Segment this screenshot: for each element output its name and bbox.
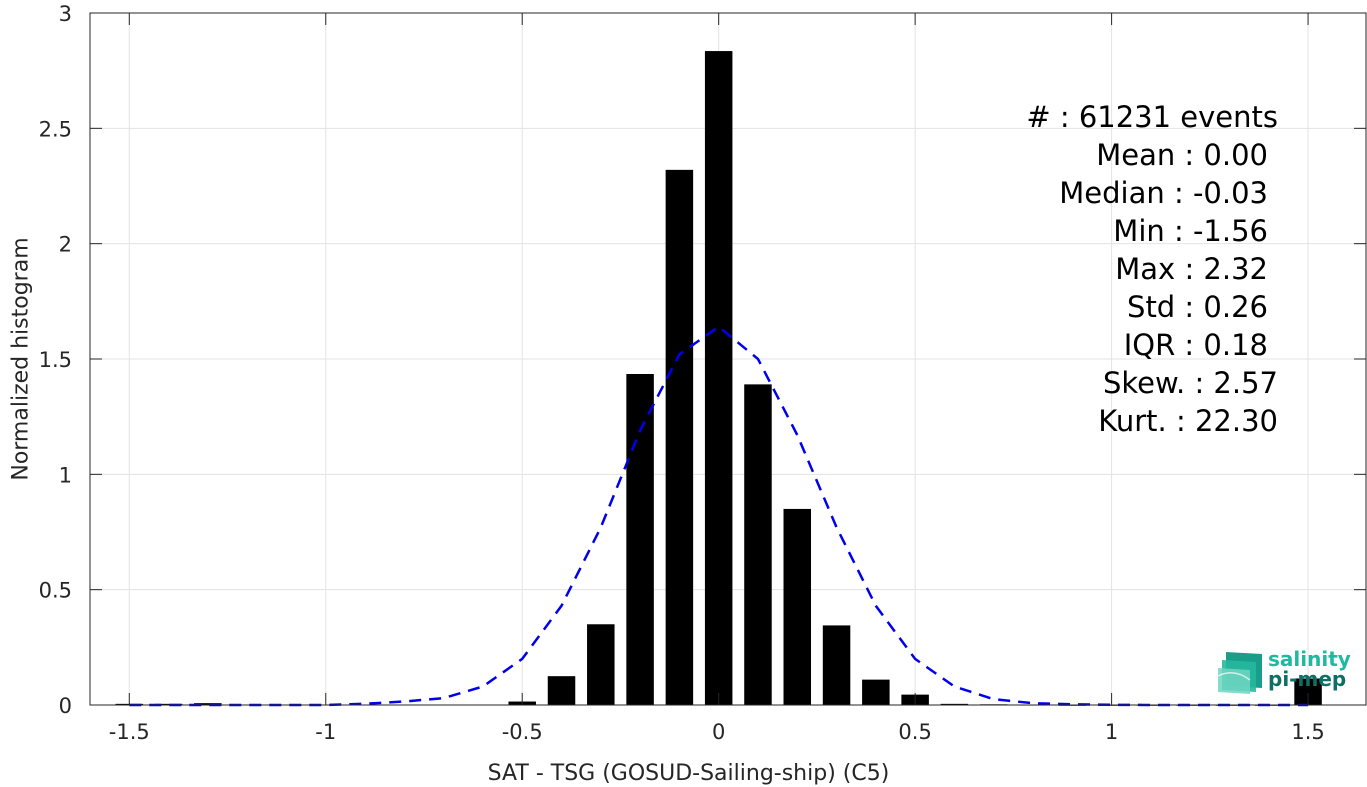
- y-tick-label: 1: [59, 463, 72, 487]
- y-tick-label: 3: [59, 2, 72, 26]
- x-tick-label: 0.5: [898, 720, 931, 744]
- x-axis-label: SAT - TSG (GOSUD-Sailing-ship) (C5): [488, 761, 890, 786]
- stat-max: Max : 2.32: [1115, 252, 1268, 286]
- x-tick-label: -0.5: [502, 720, 543, 744]
- histogram-bar: [626, 373, 654, 705]
- x-tick-labels: -1.5 -1 -0.5 0 0.5 1 1.5: [109, 720, 1325, 744]
- histogram-bar: [783, 508, 812, 705]
- logo-line2: pi-mep: [1268, 667, 1346, 691]
- y-axis-label: Normalized histogram: [9, 237, 34, 480]
- histogram-bar: [194, 703, 222, 705]
- stat-kurt: Kurt. : 22.30: [1098, 404, 1278, 438]
- stat-iqr: IQR : 0.18: [1124, 328, 1268, 362]
- stat-min: Min : -1.56: [1113, 214, 1268, 248]
- histogram-bars: [115, 51, 1322, 706]
- logo-waves-icon: [1217, 652, 1262, 694]
- histogram-bar: [744, 384, 772, 705]
- histogram-bar: [154, 703, 183, 705]
- salinity-pimep-logo: salinity pi-mep: [1217, 647, 1351, 694]
- histogram-bar: [862, 679, 890, 705]
- stat-skew: Skew. : 2.57: [1103, 366, 1278, 400]
- histogram-bar: [704, 51, 733, 706]
- histogram-bar: [940, 703, 969, 705]
- x-tick-label: 0: [712, 720, 725, 744]
- axis-ticks: [90, 12, 1366, 706]
- y-tick-label: 0.5: [39, 579, 72, 603]
- x-tick-label: -1.5: [109, 720, 150, 744]
- stat-std: Std : 0.26: [1127, 290, 1268, 324]
- statistics-box: # : 61231 events Mean : 0.00 Median : -0…: [1026, 100, 1278, 438]
- y-tick-label: 2.5: [39, 117, 72, 141]
- y-tick-label: 0: [59, 694, 72, 718]
- histogram-bar: [822, 625, 851, 705]
- x-tick-label: 1: [1105, 720, 1118, 744]
- y-tick-label: 2: [59, 233, 72, 257]
- histogram-bar: [547, 676, 576, 705]
- y-tick-label: 1.5: [39, 348, 72, 372]
- x-tick-label: -1: [315, 720, 336, 744]
- stat-events: # : 61231 events: [1026, 100, 1278, 134]
- stat-mean: Mean : 0.00: [1096, 138, 1268, 172]
- histogram-bar: [665, 169, 694, 705]
- logo-line1: salinity: [1268, 647, 1351, 671]
- stat-median: Median : -0.03: [1059, 176, 1268, 210]
- x-tick-label: 1.5: [1291, 720, 1324, 744]
- histogram-bar: [587, 624, 615, 705]
- y-tick-labels: 0 0.5 1 1.5 2 2.5 3: [39, 2, 72, 718]
